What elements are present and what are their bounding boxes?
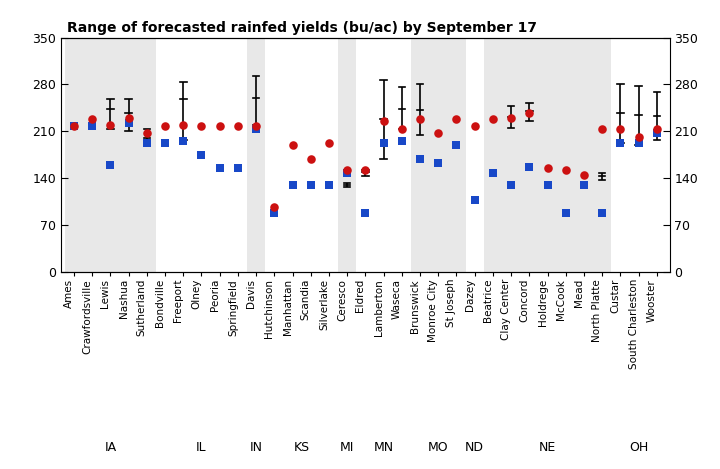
Point — [615, 140, 626, 147]
Point — [178, 137, 189, 145]
Point — [633, 140, 644, 147]
Point — [359, 166, 372, 174]
Point — [541, 165, 553, 172]
Point — [560, 209, 572, 217]
Bar — [65, 38, 156, 272]
Point — [141, 140, 153, 147]
Point — [214, 122, 225, 130]
Point — [359, 209, 372, 217]
Text: IN: IN — [250, 441, 263, 454]
Point — [86, 115, 98, 123]
Text: ND: ND — [465, 441, 484, 454]
Point — [541, 181, 553, 189]
Bar — [247, 38, 265, 272]
Text: IA: IA — [104, 441, 117, 454]
Point — [104, 161, 116, 168]
Text: MI: MI — [340, 441, 354, 454]
Point — [232, 122, 243, 130]
Point — [123, 120, 135, 127]
Text: OH: OH — [629, 441, 648, 454]
Point — [378, 140, 390, 147]
Point — [269, 203, 280, 211]
Point — [651, 129, 662, 136]
Point — [396, 137, 408, 145]
Point — [487, 115, 499, 123]
Point — [651, 126, 662, 133]
Point — [505, 181, 517, 189]
Point — [414, 156, 426, 163]
Point — [68, 122, 80, 130]
Point — [451, 115, 462, 123]
Point — [68, 122, 80, 130]
Point — [433, 129, 444, 137]
Point — [523, 163, 535, 171]
Point — [414, 115, 426, 123]
Point — [378, 118, 390, 125]
Text: NE: NE — [539, 441, 556, 454]
Point — [196, 122, 207, 130]
Bar — [338, 38, 356, 272]
Point — [287, 141, 298, 149]
Text: MO: MO — [428, 441, 449, 454]
Point — [214, 165, 225, 172]
Point — [178, 121, 189, 129]
Point — [341, 166, 353, 174]
Text: Range of forecasted rainfed yields (bu/ac) by September 17: Range of forecasted rainfed yields (bu/a… — [67, 21, 537, 35]
Point — [469, 196, 480, 204]
Point — [469, 122, 480, 130]
Point — [305, 181, 317, 189]
Point — [633, 133, 644, 140]
Bar — [484, 38, 611, 272]
Point — [159, 140, 171, 147]
Point — [251, 122, 262, 130]
Point — [396, 126, 408, 133]
Point — [433, 160, 444, 167]
Point — [159, 122, 171, 130]
Point — [341, 169, 353, 177]
Point — [86, 122, 98, 130]
Point — [287, 181, 298, 189]
Point — [596, 126, 608, 133]
Point — [104, 121, 116, 129]
Point — [596, 209, 608, 217]
Text: MN: MN — [374, 441, 394, 454]
Bar — [411, 38, 466, 272]
Point — [578, 181, 590, 189]
Text: IL: IL — [196, 441, 207, 454]
Point — [487, 169, 499, 177]
Point — [578, 171, 590, 179]
Point — [141, 129, 153, 137]
Text: KS: KS — [294, 441, 310, 454]
Point — [123, 114, 135, 121]
Point — [560, 166, 572, 174]
Point — [451, 141, 462, 149]
Point — [269, 209, 280, 217]
Point — [251, 126, 262, 133]
Point — [232, 165, 243, 172]
Point — [505, 114, 517, 121]
Point — [523, 109, 535, 117]
Point — [615, 126, 626, 133]
Point — [305, 156, 317, 163]
Point — [323, 181, 335, 189]
Point — [323, 140, 335, 147]
Point — [196, 151, 207, 159]
